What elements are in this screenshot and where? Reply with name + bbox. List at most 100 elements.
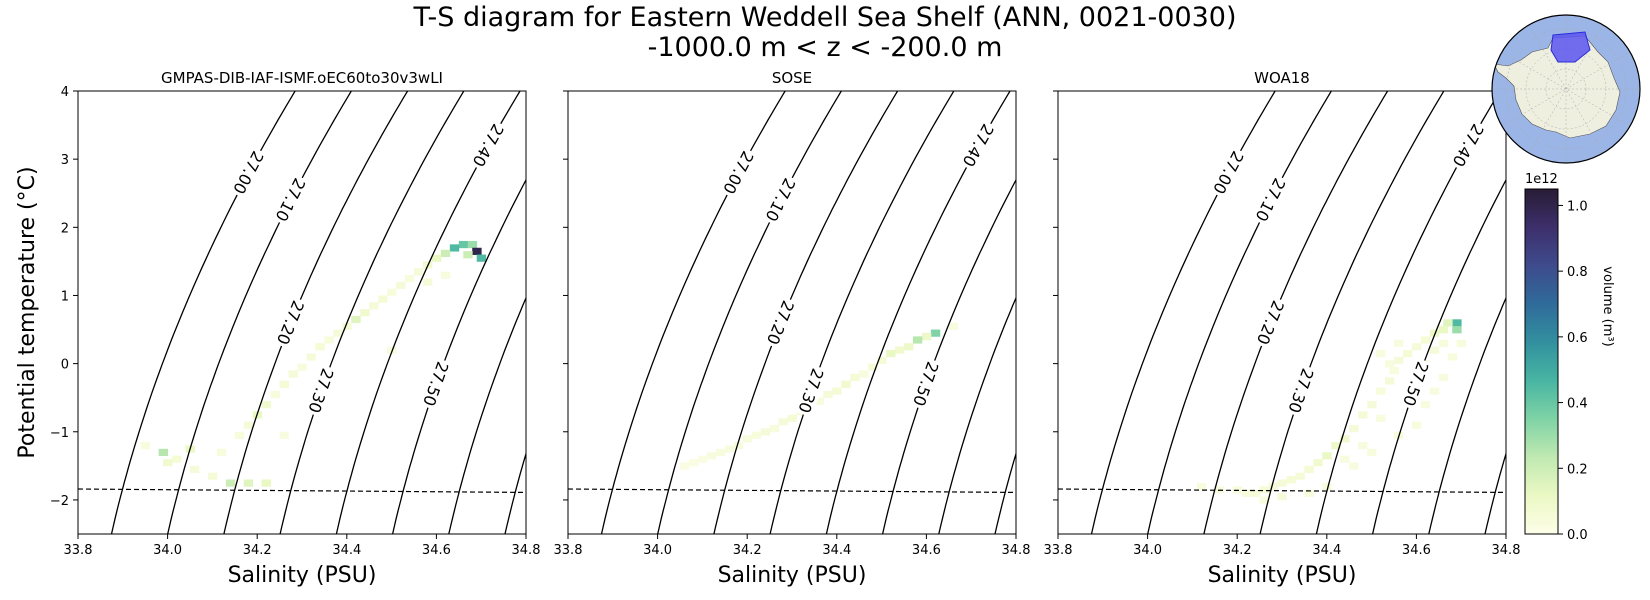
heatmap-bin <box>724 445 735 453</box>
heatmap-bin <box>680 462 690 470</box>
heatmap-bin <box>1429 329 1440 337</box>
contour-label-bg <box>271 173 311 227</box>
density-contour <box>391 178 526 534</box>
x-axis-label: Salinity (PSU) <box>228 563 377 588</box>
density-contour <box>1484 451 1506 534</box>
contour-label: 27.50 <box>909 359 942 409</box>
contour-label: 27.00 <box>719 148 757 197</box>
heatmap-bin <box>912 336 923 344</box>
heatmap-bin <box>930 329 941 337</box>
heatmap-bin <box>243 479 254 487</box>
heatmap-bin <box>886 349 896 358</box>
x-axis-label: Salinity (PSU) <box>718 563 867 588</box>
contour-label: 27.40 <box>1449 121 1488 170</box>
contour-label: 27.20 <box>1253 298 1288 348</box>
x-tick-label: 34.6 <box>422 543 451 558</box>
y-tick-label: 4 <box>61 85 69 100</box>
contour-label-bg <box>273 296 309 350</box>
x-tick-label: 34.8 <box>512 543 541 558</box>
heatmap-bin <box>1456 339 1467 347</box>
x-tick-label: 33.8 <box>554 543 583 558</box>
contour-label-bg <box>419 357 453 411</box>
y-axis-label: Potential temperature (°C) <box>15 166 40 458</box>
heatmap-bin <box>1259 496 1269 504</box>
freezing-line <box>568 488 1016 494</box>
x-tick-label: 34.0 <box>1133 543 1162 558</box>
y-tick-label: 1 <box>61 289 69 304</box>
heatmap-bin <box>333 329 343 337</box>
heatmap-bin <box>163 459 173 467</box>
heatmap-bin <box>261 479 272 487</box>
contour-label: 27.00 <box>1209 148 1247 197</box>
heatmap-bin <box>1349 424 1359 433</box>
heatmap-bin <box>422 278 433 286</box>
heatmap-bin <box>1447 353 1458 361</box>
heatmap-bin <box>787 414 797 422</box>
density-contour <box>1147 91 1332 534</box>
heatmap-bin <box>297 363 307 371</box>
heatmap-bin <box>1304 465 1314 474</box>
contour-label-bg <box>761 173 801 227</box>
x-tick-label: 34.4 <box>1312 543 1341 558</box>
heatmap-bin <box>868 363 878 371</box>
y-tick-label: 2 <box>61 221 69 236</box>
heatmap-bin <box>1277 479 1287 487</box>
contour-label-bg <box>718 146 759 200</box>
density-contour <box>1164 91 1348 534</box>
contour-label: 27.10 <box>761 175 799 224</box>
y-tick-label: 0 <box>61 358 69 373</box>
heatmap-bin <box>1452 319 1462 327</box>
heatmap-bin <box>1322 482 1332 491</box>
colorbar: 0.0 0.2 0.4 0.6 0.8 1.0 1e12 volume (m³) <box>1524 172 1615 543</box>
heatmap-bin <box>1438 339 1449 347</box>
heatmap-bin <box>405 275 415 283</box>
heatmap-bin <box>1268 482 1278 491</box>
contour-label-bg <box>468 119 509 172</box>
heatmap-bin <box>458 240 469 249</box>
x-tick-label: 34.0 <box>643 543 672 558</box>
colorbar-tick-label: 0.6 <box>1567 331 1588 346</box>
heatmap-bin <box>288 370 298 378</box>
colorbar-gradient <box>1524 188 1559 535</box>
heatmap-bin <box>463 251 473 259</box>
heatmap-bin <box>1402 349 1413 358</box>
colorbar-tick-label: 0.0 <box>1567 528 1588 543</box>
contour-label-bg <box>958 119 999 172</box>
heatmap-bin <box>1429 387 1440 395</box>
contour-label-bg <box>228 146 269 200</box>
colorbar-tick-label: 0.8 <box>1567 265 1588 280</box>
heatmap-bin <box>904 343 914 351</box>
heatmap-bin <box>476 254 487 262</box>
heatmap-bin <box>1304 489 1314 497</box>
contour-label: 27.50 <box>419 359 452 409</box>
density-contour <box>881 178 1016 534</box>
contour-label: 27.30 <box>1284 366 1317 416</box>
heatmap-bin <box>431 254 442 262</box>
heatmap-bin <box>1385 377 1395 385</box>
heatmap-bin <box>1385 360 1395 368</box>
x-axis-label: Salinity (PSU) <box>1208 563 1357 588</box>
density-contour <box>938 296 1016 534</box>
heatmap-bin <box>778 418 788 426</box>
contour-label-bg <box>1251 173 1291 227</box>
heatmap-bin <box>234 431 245 439</box>
freezing-line <box>78 488 526 494</box>
heatmap-bin <box>467 240 478 249</box>
density-contour <box>1371 178 1506 534</box>
heatmap-bin <box>832 387 842 395</box>
heatmap-bin <box>742 435 753 443</box>
heatmap-bin <box>1411 343 1422 351</box>
contour-label: 27.40 <box>469 121 508 170</box>
heatmap-bin <box>1367 448 1377 457</box>
heatmap-bin <box>948 322 959 330</box>
contour-label: 27.30 <box>304 366 337 416</box>
map-frame <box>1491 14 1641 164</box>
contour-label-bg <box>1284 364 1319 418</box>
heatmap-bin <box>1394 339 1404 347</box>
heatmap-bin <box>1429 346 1440 354</box>
contour-label: 27.20 <box>763 298 798 348</box>
heatmap-bin <box>387 288 397 296</box>
x-tick-label: 34.0 <box>153 543 182 558</box>
